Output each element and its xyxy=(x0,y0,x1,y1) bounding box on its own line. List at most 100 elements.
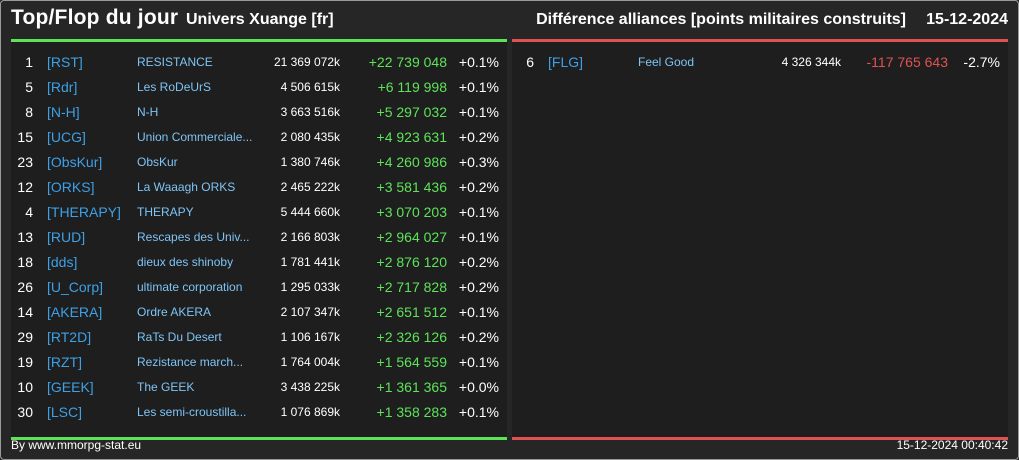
alliance-percent: +0.2% xyxy=(458,254,499,270)
alliance-name-link[interactable]: Union Commerciale... xyxy=(137,130,253,144)
alliance-points: 1 295 033k xyxy=(280,280,340,294)
flop-panel: 6 [FLG] Feel Good 4 326 344k -117 765 643 -2.… xyxy=(512,39,1008,440)
alliance-points: 1 781 441k xyxy=(280,255,340,269)
alliance-percent: +0.2% xyxy=(458,279,499,295)
alliance-tag-link[interactable]: [N-H] xyxy=(47,104,80,120)
alliance-points: 1 380 746k xyxy=(280,155,340,169)
alliance-row: 10 [GEEK] The GEEK 3 438 225k +1 361 365 +0.0… xyxy=(11,375,507,400)
alliance-name-link[interactable]: THERAPY xyxy=(137,205,194,219)
alliance-diff: +2 717 828 xyxy=(376,279,447,295)
alliance-diff: +3 070 203 xyxy=(376,204,447,220)
alliance-points: 2 166 803k xyxy=(280,230,340,244)
alliance-name-link[interactable]: ultimate corporation xyxy=(137,280,243,294)
alliance-tag-link[interactable]: [GEEK] xyxy=(47,379,94,395)
alliance-row: 14 [AKERA] Ordre AKERA 2 107 347k +2 651 512… xyxy=(11,300,507,325)
alliance-percent: +0.0% xyxy=(458,379,499,395)
alliance-points: 2 465 222k xyxy=(280,180,340,194)
alliance-row: 12 [ORKS] La Waaagh ORKS 2 465 222k +3 581 4… xyxy=(11,175,507,200)
alliance-percent: +0.1% xyxy=(458,304,499,320)
alliance-points: 1 106 167k xyxy=(280,330,340,344)
alliance-row: 4 [THERAPY] THERAPY 5 444 660k +3 070 203 +0.… xyxy=(11,200,507,225)
alliance-percent: +0.1% xyxy=(458,404,499,420)
alliance-diff: +22 739 048 xyxy=(368,54,447,70)
alliance-tag-link[interactable]: [dds] xyxy=(47,254,78,270)
alliance-tag-link[interactable]: [RZT] xyxy=(47,354,82,370)
alliance-points: 4 506 615k xyxy=(280,80,340,94)
alliance-diff: +2 876 120 xyxy=(376,254,447,270)
alliance-row: 15 [UCG] Union Commerciale... 2 080 435k +4 … xyxy=(11,125,507,150)
alliance-rank: 26 xyxy=(17,279,33,295)
alliance-percent: +0.2% xyxy=(458,179,499,195)
alliance-row: 13 [RUD] Rescapes des Univ... 2 166 803k +2 … xyxy=(11,225,507,250)
alliance-row: 1 [RST] RESISTANCE 21 369 072k +22 739 048 +0… xyxy=(11,50,507,75)
alliance-diff: -117 765 643 xyxy=(866,54,948,70)
alliance-tag-link[interactable]: [U_Corp] xyxy=(47,279,104,295)
alliance-tag-link[interactable]: [Rdr] xyxy=(47,79,78,95)
alliance-percent: +0.1% xyxy=(458,204,499,220)
alliance-tag-link[interactable]: [UCG] xyxy=(47,129,86,145)
alliance-diff: +2 964 027 xyxy=(376,229,447,245)
alliance-points: 4 326 344k xyxy=(781,55,841,69)
alliance-row: 5 [Rdr] Les RoDeUrS 4 506 615k +6 119 998 +0.… xyxy=(11,75,507,100)
alliance-points: 5 444 660k xyxy=(280,205,340,219)
alliance-tag-link[interactable]: [FLG] xyxy=(548,54,584,70)
alliance-tag-link[interactable]: [LSC] xyxy=(47,404,83,420)
alliance-diff: +5 297 032 xyxy=(376,104,447,120)
alliance-rank: 29 xyxy=(17,329,33,345)
footer-timestamp: 15-12-2024 00:40:42 xyxy=(896,438,1008,452)
alliance-diff: +6 119 998 xyxy=(377,79,447,95)
alliance-tag-link[interactable]: [ORKS] xyxy=(47,179,95,195)
alliance-row: 26 [U_Corp] ultimate corporation 1 295 033k… xyxy=(11,275,507,300)
alliance-name-link[interactable]: dieux des shinoby xyxy=(137,255,234,269)
alliance-row: 6 [FLG] Feel Good 4 326 344k -117 765 643 -2.… xyxy=(512,50,1008,75)
alliance-row: 18 [dds] dieux des shinoby 1 781 441k +2 876… xyxy=(11,250,507,275)
alliance-name-link[interactable]: Rescapes des Univ... xyxy=(137,230,250,244)
metric-label: Différence alliances [points militaires … xyxy=(536,11,906,28)
alliance-rank: 23 xyxy=(17,154,33,170)
alliance-name-link[interactable]: Ordre AKERA xyxy=(137,305,212,319)
alliance-tag-link[interactable]: [THERAPY] xyxy=(47,204,121,220)
alliance-rank: 30 xyxy=(17,404,33,420)
alliance-name-link[interactable]: RESISTANCE xyxy=(137,55,213,69)
alliance-rank: 4 xyxy=(25,204,33,220)
alliance-rank: 8 xyxy=(25,104,33,120)
alliance-name-link[interactable]: RaTs Du Desert xyxy=(137,330,222,344)
top-list: 1 [RST] RESISTANCE 21 369 072k +22 739 048 +0… xyxy=(11,50,507,425)
alliance-name-link[interactable]: Les semi-croustilla... xyxy=(137,405,247,419)
alliance-points: 1 764 004k xyxy=(280,355,340,369)
alliance-tag-link[interactable]: [ObsKur] xyxy=(47,154,103,170)
alliance-rank: 14 xyxy=(17,304,33,320)
alliance-points: 21 369 072k xyxy=(273,55,340,69)
alliance-points: 1 076 869k xyxy=(280,405,340,419)
alliance-name-link[interactable]: ObsKur xyxy=(137,155,178,169)
alliance-diff: +2 326 126 xyxy=(376,329,447,345)
alliance-rank: 10 xyxy=(17,379,33,395)
alliance-diff: +4 923 631 xyxy=(376,129,447,145)
alliance-name-link[interactable]: The GEEK xyxy=(137,380,195,394)
alliance-percent: +0.1% xyxy=(458,104,499,120)
alliance-tag-link[interactable]: [RST] xyxy=(47,54,83,70)
alliance-rank: 6 xyxy=(526,54,534,70)
page-title: Top/Flop du jour xyxy=(11,6,179,29)
alliance-tag-link[interactable]: [RT2D] xyxy=(47,329,92,345)
source-credit: By www.mmorpg-stat.eu xyxy=(11,438,142,452)
alliance-row: 29 [RT2D] RaTs Du Desert 1 106 167k +2 326 1… xyxy=(11,325,507,350)
alliance-diff: +3 581 436 xyxy=(376,179,447,195)
alliance-tag-link[interactable]: [RUD] xyxy=(47,229,86,245)
alliance-points: 2 107 347k xyxy=(280,305,340,319)
alliance-percent: +0.1% xyxy=(458,354,499,370)
alliance-rank: 18 xyxy=(17,254,33,270)
alliance-name-link[interactable]: Les RoDeUrS xyxy=(137,80,212,94)
alliance-rank: 12 xyxy=(17,179,33,195)
alliance-name-link[interactable]: N-H xyxy=(137,105,159,119)
alliance-tag-link[interactable]: [AKERA] xyxy=(47,304,103,320)
alliance-name-link[interactable]: Rezistance march... xyxy=(137,355,244,369)
alliance-name-link[interactable]: La Waaagh ORKS xyxy=(137,180,236,194)
alliance-rank: 5 xyxy=(25,79,33,95)
alliance-percent: +0.3% xyxy=(458,154,499,170)
alliance-diff: +4 260 986 xyxy=(376,154,447,170)
alliance-name-link[interactable]: Feel Good xyxy=(638,55,695,69)
alliance-percent: +0.2% xyxy=(458,129,499,145)
alliance-row: 8 [N-H] N-H 3 663 516k +5 297 032 +0.1% xyxy=(11,100,507,125)
alliance-percent: -2.7% xyxy=(963,54,1000,70)
